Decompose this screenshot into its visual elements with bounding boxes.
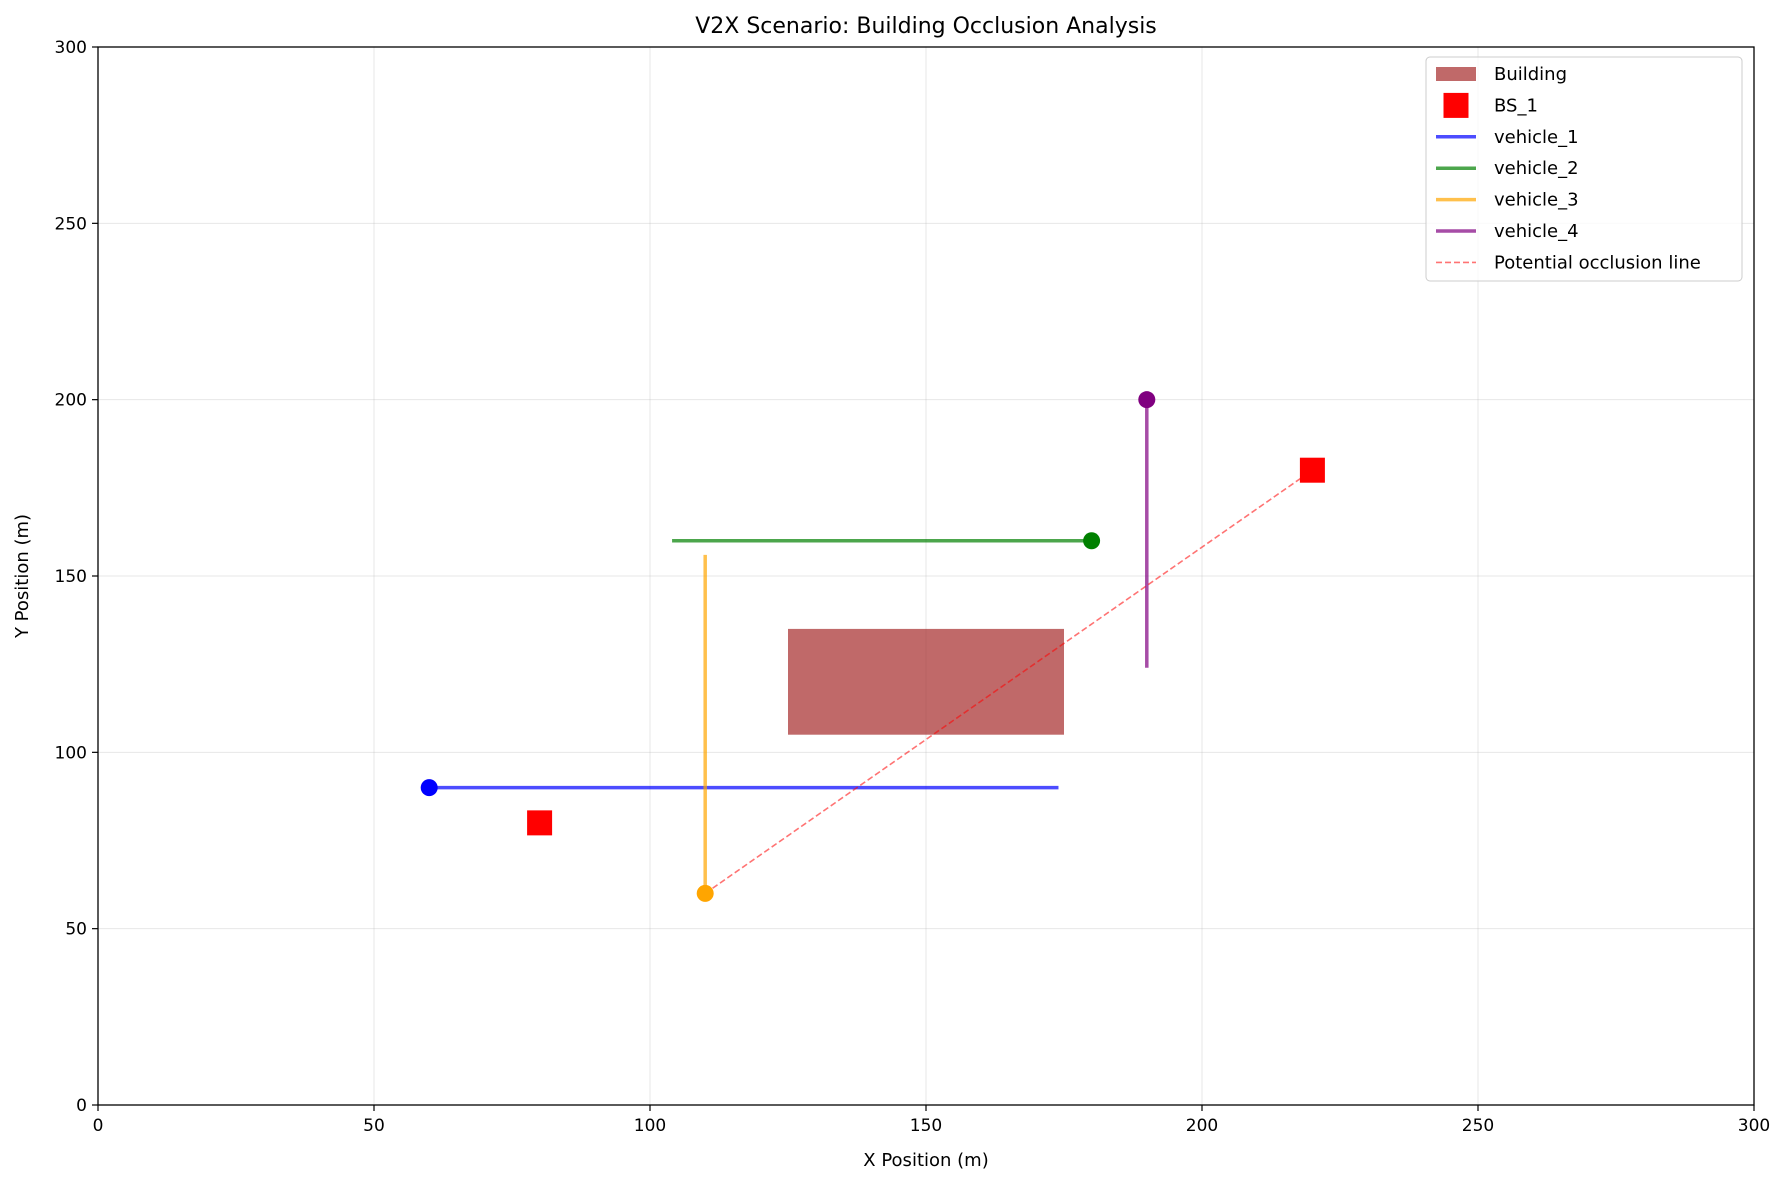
chart-title: V2X Scenario: Building Occlusion Analysi… <box>695 14 1157 39</box>
plot-content <box>420 391 1325 902</box>
legend-building-label: Building <box>1494 64 1567 85</box>
x-tick-label: 200 <box>1186 1116 1218 1136</box>
y-tick-label: 200 <box>55 391 87 411</box>
base-station-marker <box>1299 457 1325 483</box>
legend-vehicle_2-label: vehicle_2 <box>1494 158 1579 179</box>
legend-occlusion-line-label: Potential occlusion line <box>1494 252 1701 273</box>
legend-building-swatch <box>1436 67 1476 81</box>
y-tick-label: 250 <box>55 214 87 234</box>
building <box>788 628 1064 735</box>
legend-box <box>1425 56 1743 282</box>
x-tick-label: 150 <box>910 1116 942 1136</box>
legend-bs-1-swatch <box>1443 92 1469 118</box>
y-tick-label: 0 <box>76 1096 87 1116</box>
x-tick-label: 250 <box>1462 1116 1494 1136</box>
x-tick-label: 0 <box>93 1116 104 1136</box>
vehicle_2-marker <box>1083 532 1101 550</box>
base-station-marker <box>527 810 553 836</box>
x-tick-label: 50 <box>363 1116 385 1136</box>
vehicle_3-marker <box>696 884 714 902</box>
legend-vehicle_1-label: vehicle_1 <box>1494 127 1579 148</box>
y-tick-label: 300 <box>55 38 87 58</box>
x-tick-label: 100 <box>634 1116 666 1136</box>
legend-vehicle_3-label: vehicle_3 <box>1494 190 1579 211</box>
x-tick-label: 300 <box>1738 1116 1770 1136</box>
legend-vehicle_4-label: vehicle_4 <box>1494 221 1579 242</box>
y-axis-label: Y Position (m) <box>12 514 33 639</box>
x-axis-label: X Position (m) <box>863 1150 988 1171</box>
y-tick-label: 50 <box>65 920 87 940</box>
legend-bs-1-label: BS_1 <box>1494 95 1538 116</box>
y-tick-label: 100 <box>55 743 87 763</box>
occlusion-line <box>704 469 1313 895</box>
vehicle_1-marker <box>420 779 438 797</box>
legend: Building BS_1 vehicle_1 vehicle_2 vehicle_3v… <box>1425 56 1743 282</box>
axis-ticks: 0 50 100 150 200 250 300 0 50 100 150 200 250 300 <box>55 38 1771 1136</box>
vehicle_4-marker <box>1138 391 1156 409</box>
y-tick-label: 150 <box>55 567 87 587</box>
